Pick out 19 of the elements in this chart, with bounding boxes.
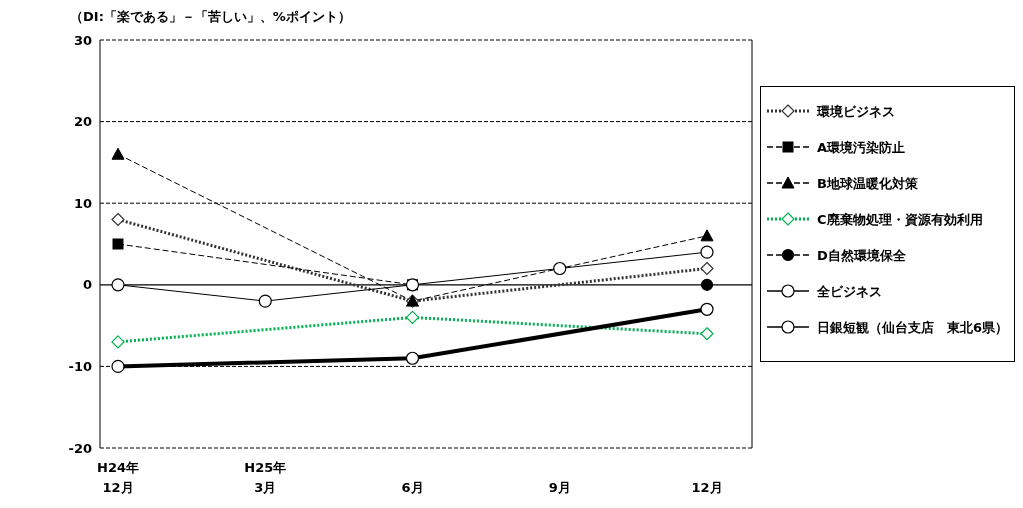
legend-label: B地球温暖化対策 [817,175,918,193]
x-tick-label: H25年 3月 [244,460,287,495]
y-tick-label: 10 [73,195,92,211]
y-tick-label: 0 [82,277,92,293]
y-axis-title: （DI:「楽である」－「苦しい」、%ポイント） [70,8,351,26]
legend-label: C廃棄物処理・資源有効利用 [817,211,983,229]
x-tick-label: 6月 [401,480,424,495]
y-tick-label: 20 [73,114,92,130]
legend-label: 環境ビジネス [817,103,895,121]
y-tick-label: -10 [68,359,92,375]
y-tick-label: 30 [73,32,92,48]
x-tick-label: H24年 12月 [97,460,139,495]
y-tick-label: -20 [68,440,92,456]
legend-label: 全ビジネス [817,283,882,301]
legend-label: D自然環境保全 [817,247,906,265]
x-tick-label: 12月 [691,480,723,495]
legend-label: 日銀短観（仙台支店 東北6県） [817,319,1009,337]
legend-label: A環境汚染防止 [817,139,906,157]
x-tick-label: 9月 [548,480,571,495]
